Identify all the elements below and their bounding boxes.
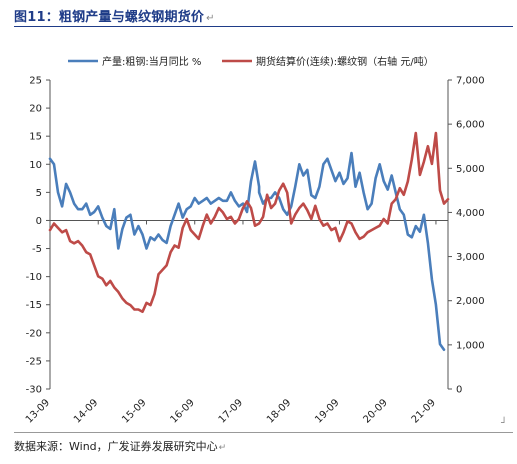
title-divider	[14, 26, 513, 27]
x-tick-label: 17-09	[217, 397, 245, 425]
left-tick-label: 10	[29, 160, 42, 171]
right-tick-label: 0	[456, 385, 462, 396]
source-note: 数据来源：Wind，广发证券发展研究中心↵	[14, 440, 227, 453]
page-title: 图11：粗钢产量与螺纹钢期货价 ↵	[14, 10, 215, 25]
left-tick-label: -25	[26, 356, 42, 367]
left-tick-label: 5	[36, 188, 42, 199]
left-tick-label: -30	[26, 385, 42, 396]
corner-mark-icon: ┘	[500, 418, 507, 429]
x-tick-label: 21-09	[410, 397, 438, 425]
left-tick-label: 15	[29, 132, 42, 143]
left-tick-label: -20	[26, 328, 42, 339]
series-line-2	[48, 131, 450, 314]
right-tick-label: 1,000	[456, 340, 485, 351]
chart-series	[48, 131, 450, 351]
x-tick-label: 14-09	[72, 397, 100, 425]
footer-divider	[14, 432, 513, 433]
right-tick-label: 3,000	[456, 252, 485, 263]
x-tick-label: 16-09	[169, 397, 197, 425]
return-mark-icon: ↵	[206, 13, 215, 24]
left-tick-label: -15	[26, 300, 42, 311]
right-tick-label: 4,000	[456, 208, 485, 219]
series-line-1	[48, 151, 446, 351]
left-tick-label: -5	[32, 244, 42, 255]
x-tick-label: 19-09	[313, 397, 341, 425]
right-tick-label: 5,000	[456, 164, 485, 175]
x-tick-label: 18-09	[265, 397, 293, 425]
chart-legend: 产量:粗钢:当月同比 % 期货结算价(连续):螺纹钢（右轴 元/吨）	[68, 55, 434, 68]
legend-label-2: 期货结算价(连续):螺纹钢（右轴 元/吨）	[256, 55, 434, 68]
right-tick-label: 7,000	[456, 76, 485, 87]
right-tick-label: 2,000	[456, 296, 485, 307]
x-tick-label: 15-09	[120, 397, 148, 425]
left-tick-label: 25	[29, 76, 42, 87]
x-tick-label: 20-09	[361, 397, 389, 425]
chart-axes: -30 -25 -20 -15 -10 -5 0 5 10 15 20 25 0 1,000 2,000 3,…	[24, 76, 485, 426]
return-mark-icon: ↵	[218, 443, 227, 453]
left-tick-label: -10	[26, 272, 42, 283]
left-tick-label: 20	[29, 104, 42, 115]
x-tick-label: 13-09	[24, 397, 52, 425]
left-tick-label: 0	[36, 216, 42, 227]
right-tick-label: 6,000	[456, 120, 485, 131]
legend-label-1: 产量:粗钢:当月同比 %	[102, 55, 201, 68]
